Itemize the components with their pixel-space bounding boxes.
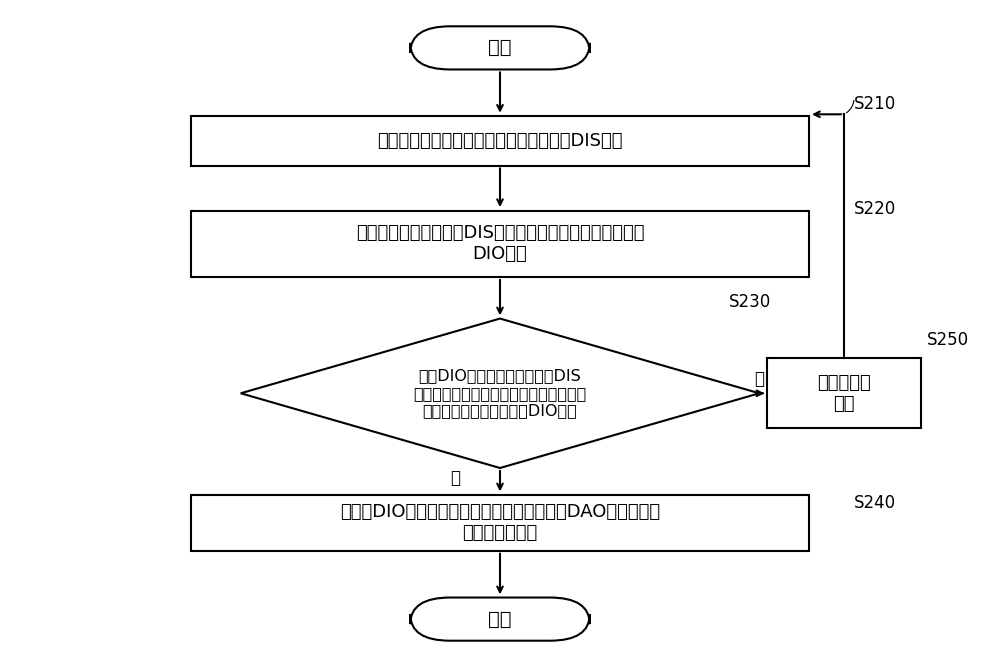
Text: S250: S250 [927, 331, 969, 349]
Text: 按照预设时间间隔在当前信道内广播发送DIS报文: 按照预设时间间隔在当前信道内广播发送DIS报文 [377, 132, 623, 150]
Text: 结束: 结束 [488, 610, 512, 628]
Text: S210: S210 [854, 95, 896, 113]
Text: S220: S220 [854, 199, 896, 217]
Bar [191, 494, 809, 551]
Text: 否: 否 [754, 370, 764, 388]
Text: 对信道进行
切换: 对信道进行 切换 [817, 374, 871, 413]
Text: 根据DIO报文监测结果判断在DIS
报文广播次数不大于预设广播次数的广播
时间段内是否接收到所述DIO报文: 根据DIO报文监测结果判断在DIS 报文广播次数不大于预设广播次数的广播 时间段… [413, 368, 587, 418]
Text: 监测是否接收到与所述DIS报文对应的来自某个无线网络的
DIO报文: 监测是否接收到与所述DIS报文对应的来自某个无线网络的 DIO报文 [356, 224, 644, 263]
FancyBboxPatch shape [410, 26, 590, 69]
FancyBboxPatch shape [410, 598, 590, 641]
Text: S240: S240 [854, 494, 896, 512]
Bar [191, 211, 809, 277]
Text: 是: 是 [450, 470, 460, 488]
Bar [767, 358, 921, 428]
Bar [191, 116, 809, 166]
Text: 开始: 开始 [488, 39, 512, 57]
Text: 向所述DIO报文对应无线网络中的根节点发送DAO报文，以接
入所述无线网络: 向所述DIO报文对应无线网络中的根节点发送DAO报文，以接 入所述无线网络 [340, 504, 660, 542]
Polygon shape [241, 319, 759, 468]
Text: S230: S230 [729, 293, 772, 311]
